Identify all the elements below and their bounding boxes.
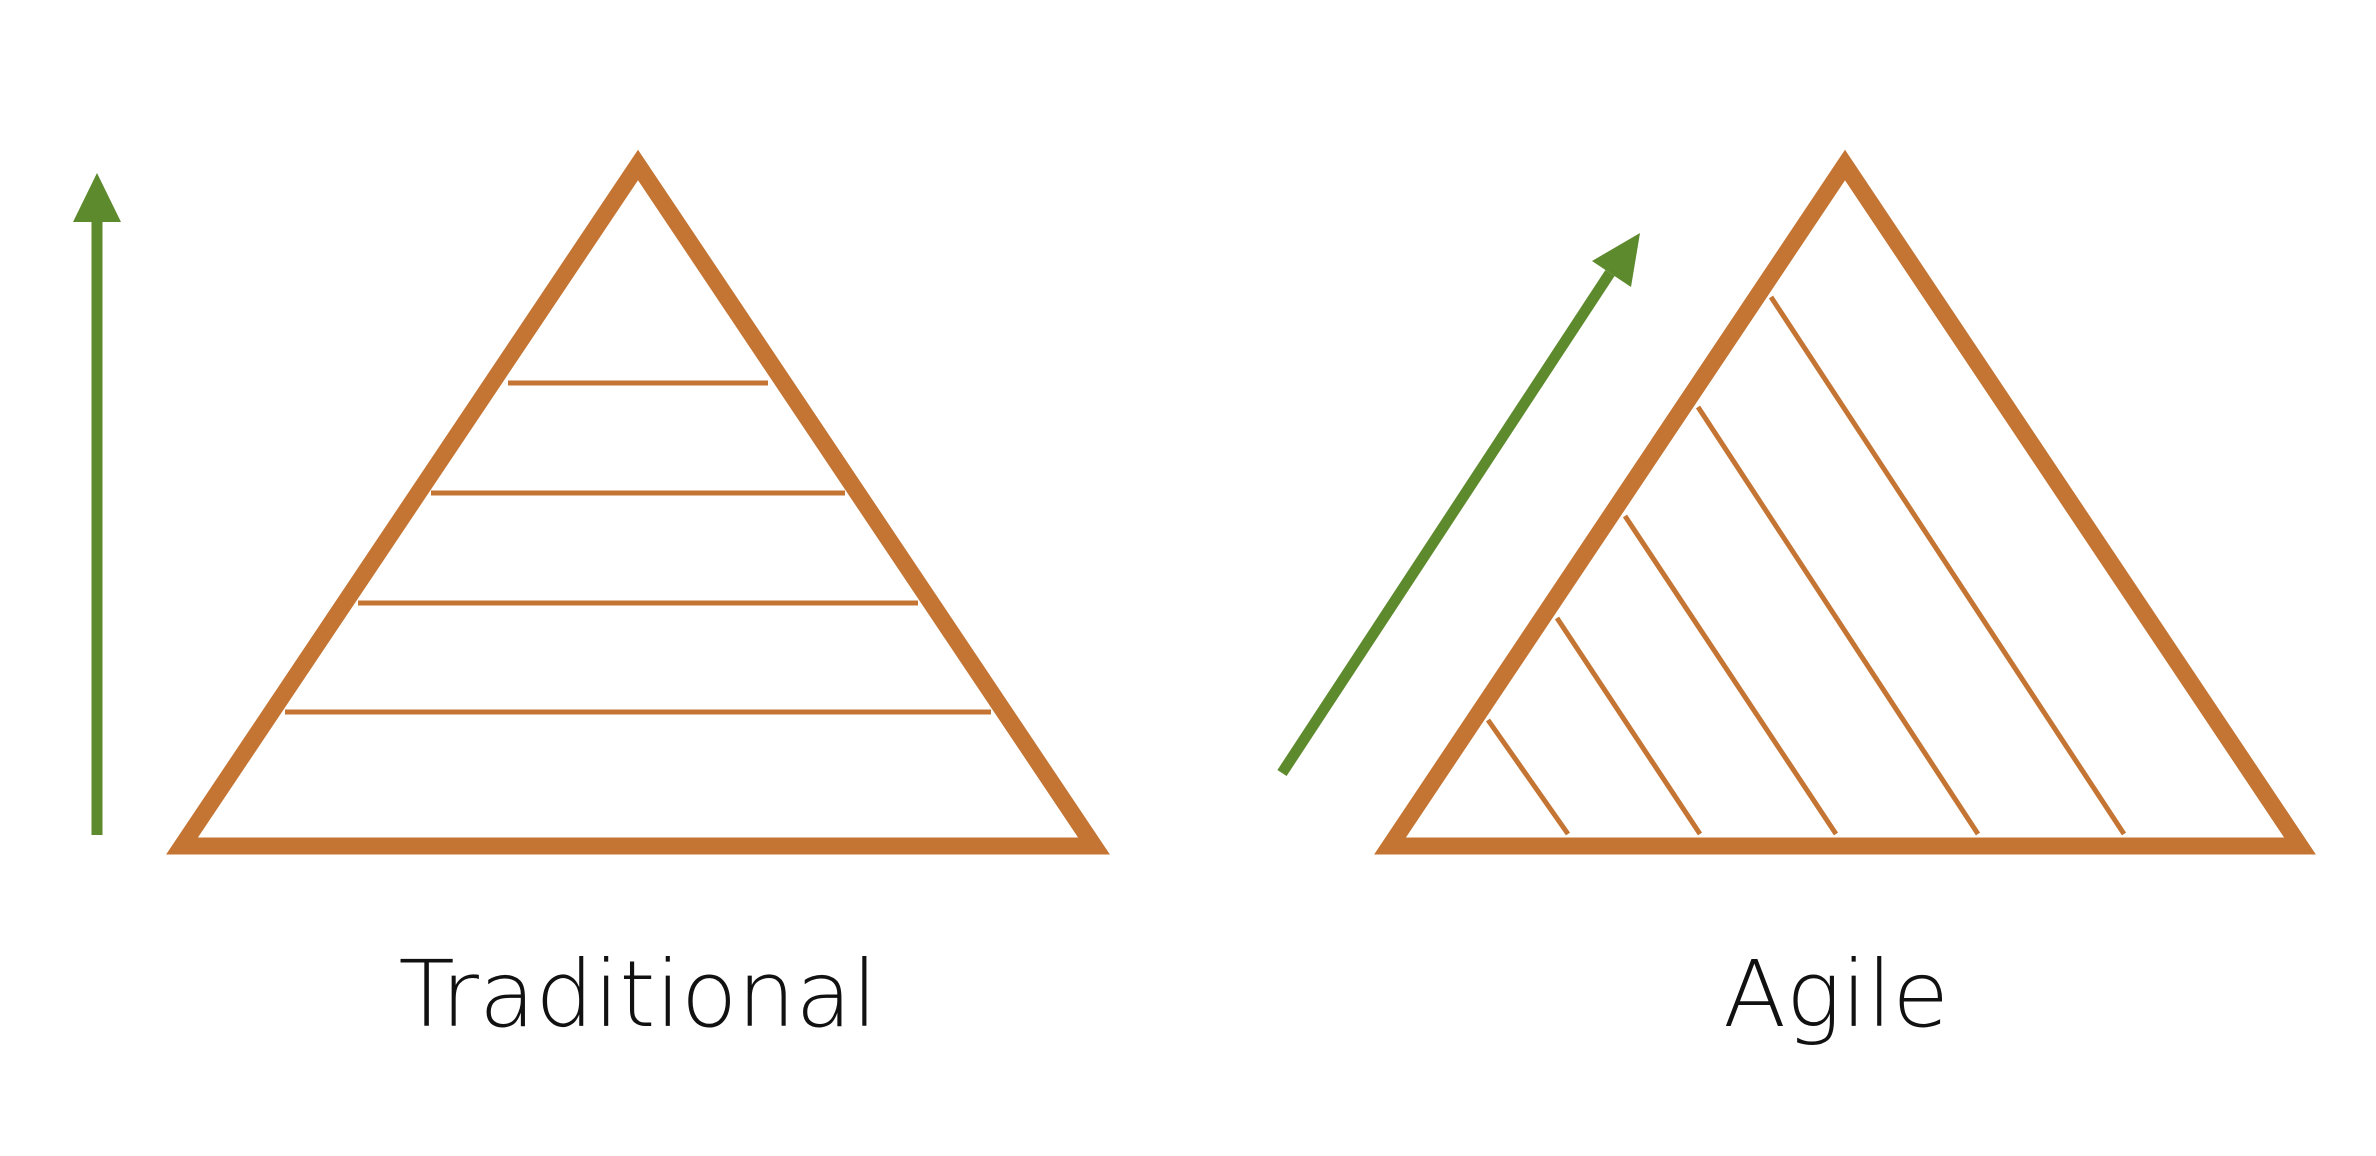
traditional-arrow-head: [73, 173, 121, 222]
agile-layer-line: [1695, 405, 1981, 836]
agile-layer-lines: [1485, 295, 2127, 836]
agile-layer-line: [1622, 514, 1839, 836]
agile-label: Agile: [1723, 941, 1949, 1048]
agile-arrow-shaft: [1277, 269, 1615, 777]
agile-layer-line: [1554, 616, 1703, 836]
agile-pyramid: [1374, 149, 2316, 855]
agile-layer-line: [1768, 295, 2127, 836]
traditional-layer-lines: [285, 380, 991, 715]
agile-group: Agile: [1277, 149, 2316, 1048]
agile-layer-line: [1485, 718, 1571, 836]
agile-arrow-head: [1592, 233, 1640, 287]
traditional-label: Traditional: [398, 941, 877, 1048]
traditional-group: Traditional: [73, 149, 1110, 1048]
traditional-arrow: [73, 173, 121, 835]
agile-arrow: [1277, 233, 1640, 777]
traditional-pyramid: [166, 149, 1110, 855]
